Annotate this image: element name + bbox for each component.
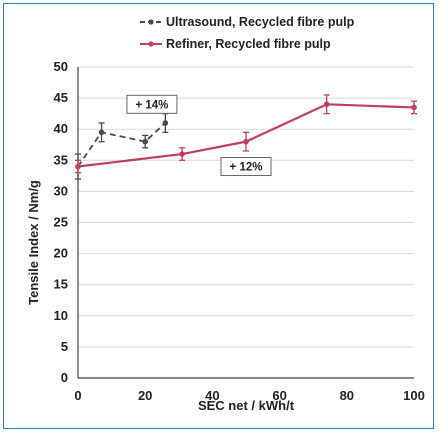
y-tick-label: 0 [61, 370, 68, 385]
y-tick-label: 45 [54, 90, 68, 105]
annotation-box [220, 157, 272, 177]
y-tick-label: 40 [54, 121, 68, 136]
data-point [142, 138, 148, 145]
annotation-box [126, 94, 178, 114]
x-tick-label: 20 [138, 388, 152, 403]
x-tick-label: 0 [74, 388, 81, 403]
x-tick-label: 60 [272, 388, 286, 403]
series-group [75, 94, 417, 180]
y-tick-label: 35 [54, 152, 68, 167]
x-axis-title: SEC net / kWh/t [198, 398, 295, 413]
data-point [243, 138, 249, 145]
legend-marker [148, 41, 154, 47]
legend-label: Refiner, Recycled fibre pulp [166, 37, 331, 51]
series-line-0 [77, 122, 166, 168]
tick-labels: 0 5 10 15 20 25 30 35 40 45 50 0 20 40 60 80 100 [54, 59, 425, 403]
annotation-label: + 14% [135, 99, 168, 111]
x-tick-label: 40 [205, 388, 219, 403]
annotation-label: + 12% [230, 162, 263, 174]
chart-frame [3, 3, 434, 429]
data-point [179, 151, 185, 157]
legend-label: Ultrasound, Recycled fibre pulp [166, 15, 355, 29]
x-tick-label: 80 [340, 388, 354, 403]
data-point [411, 104, 417, 111]
data-point [162, 120, 169, 126]
y-tick-label: 25 [54, 215, 68, 230]
data-point [323, 101, 330, 108]
x-tick-label: 100 [403, 388, 425, 403]
y-axis-title: Tensile Index / Nm/g [26, 180, 41, 305]
y-tick-label: 10 [54, 308, 68, 323]
legend: Ultrasound, Recycled fibre pulp Refiner, … [140, 15, 355, 51]
y-tick-label: 30 [54, 183, 68, 198]
y-tick-label: 15 [54, 277, 68, 292]
data-point [75, 163, 81, 170]
axes [77, 67, 414, 379]
data-point [98, 129, 105, 136]
legend-marker [148, 19, 154, 25]
y-tick-label: 50 [54, 59, 68, 74]
y-tick-label: 5 [61, 339, 68, 354]
annotations: + 14% + 12% [126, 94, 272, 177]
y-tick-label: 20 [54, 246, 68, 261]
